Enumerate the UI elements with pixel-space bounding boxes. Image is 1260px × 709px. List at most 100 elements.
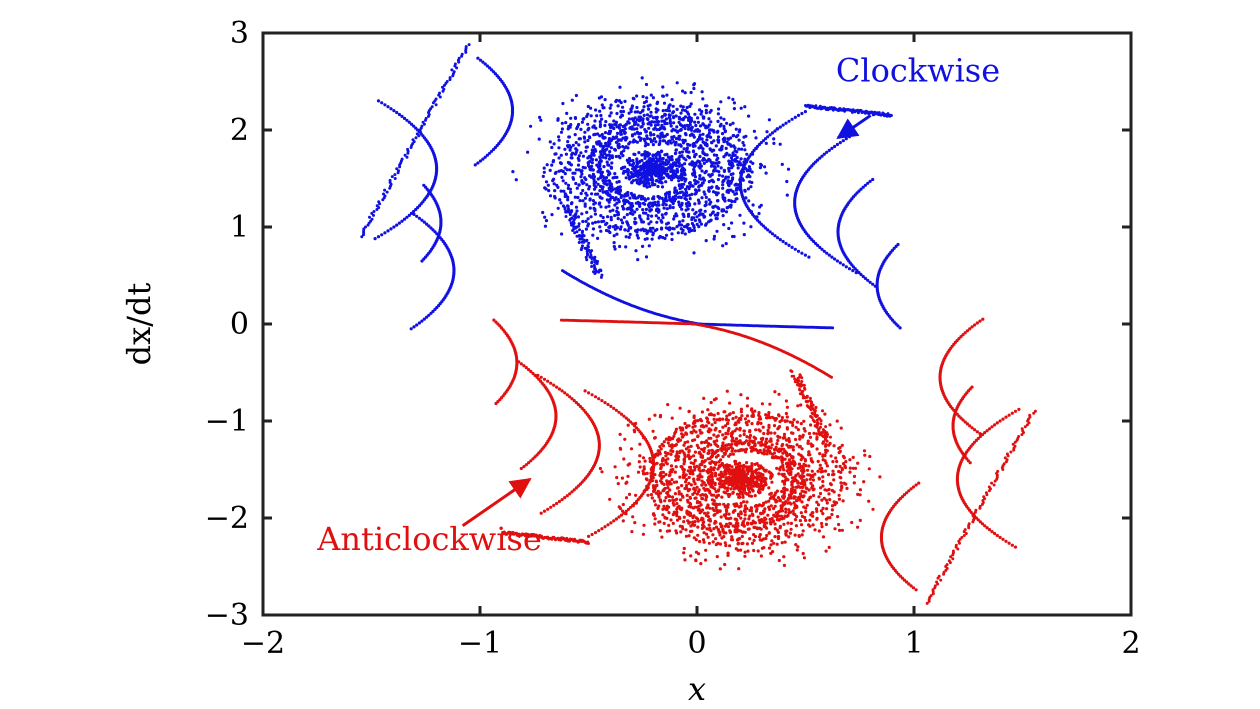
data-point (773, 493, 777, 497)
data-point (792, 501, 796, 505)
data-point (405, 215, 409, 219)
data-point (583, 140, 587, 144)
data-point (641, 122, 645, 126)
data-point (727, 512, 731, 516)
data-point (756, 515, 760, 519)
data-point (772, 541, 776, 545)
data-point (705, 416, 709, 420)
data-point (542, 170, 546, 174)
data-point (724, 431, 728, 435)
data-point (693, 175, 698, 179)
data-point (683, 162, 687, 166)
data-point (672, 169, 677, 173)
data-point (570, 223, 573, 227)
data-point (600, 103, 604, 107)
data-point (618, 85, 622, 89)
data-point (650, 237, 654, 241)
data-point (646, 217, 650, 221)
data-point (644, 99, 649, 104)
data-point (702, 520, 706, 524)
data-point (621, 109, 626, 114)
data-point (721, 425, 725, 429)
data-point (551, 159, 556, 163)
data-point (776, 236, 780, 240)
data-point (757, 211, 761, 216)
data-point (759, 163, 764, 167)
data-point (719, 515, 723, 519)
data-point (768, 496, 773, 501)
data-point (599, 175, 603, 179)
data-point (683, 232, 687, 236)
data-point (629, 191, 634, 196)
data-point (675, 502, 679, 506)
data-point (373, 237, 377, 241)
data-point (571, 143, 575, 147)
data-point (764, 500, 768, 504)
data-point (731, 151, 735, 155)
data-point (744, 421, 748, 425)
data-point (600, 273, 604, 277)
data-point (655, 483, 659, 487)
data-point (678, 475, 682, 479)
data-point (596, 260, 600, 263)
data-point (586, 104, 590, 109)
data-point (665, 121, 669, 126)
data-point (383, 231, 387, 235)
data-point (828, 441, 832, 445)
data-point (538, 115, 542, 119)
data-point (847, 267, 852, 271)
data-point (685, 486, 689, 490)
data-point (722, 451, 726, 455)
data-point (679, 128, 683, 132)
data-point (660, 119, 664, 123)
data-point (697, 200, 701, 204)
data-point (583, 130, 587, 134)
data-point (615, 111, 619, 116)
data-point (598, 155, 602, 159)
data-point (645, 136, 650, 141)
data-point (694, 123, 698, 128)
data-point (725, 479, 729, 483)
data-point (715, 158, 719, 162)
data-point (598, 142, 602, 146)
data-point (543, 215, 547, 219)
data-point (464, 45, 468, 49)
data-point (843, 465, 848, 470)
data-point (783, 514, 787, 518)
data-point (733, 524, 738, 528)
data-point (702, 468, 706, 472)
data-point (691, 184, 695, 188)
data-point (606, 163, 610, 167)
data-point (405, 155, 409, 159)
data-point (681, 105, 685, 109)
data-point (700, 137, 704, 141)
data-point (570, 216, 574, 220)
data-point (841, 462, 846, 466)
data-point (633, 110, 637, 114)
data-point (685, 123, 689, 127)
data-point (665, 172, 669, 176)
data-point (686, 207, 690, 211)
data-point (741, 480, 745, 485)
data-point (781, 474, 785, 478)
data-point (693, 129, 697, 133)
data-point (601, 190, 605, 194)
data-point (591, 125, 595, 129)
data-point (780, 541, 784, 545)
data-point (648, 103, 652, 107)
data-point (558, 198, 562, 202)
data-point (784, 241, 788, 246)
series-anticlockwise (492, 317, 1037, 605)
data-point (728, 544, 732, 548)
data-point (604, 120, 608, 124)
data-point (700, 479, 704, 483)
data-point (621, 204, 625, 208)
data-point (596, 132, 600, 136)
data-point (844, 265, 848, 269)
data-point (803, 429, 807, 433)
data-point (680, 178, 684, 182)
data-point (658, 498, 663, 502)
data-point (818, 156, 822, 160)
data-point (593, 208, 597, 213)
data-point (544, 219, 549, 223)
